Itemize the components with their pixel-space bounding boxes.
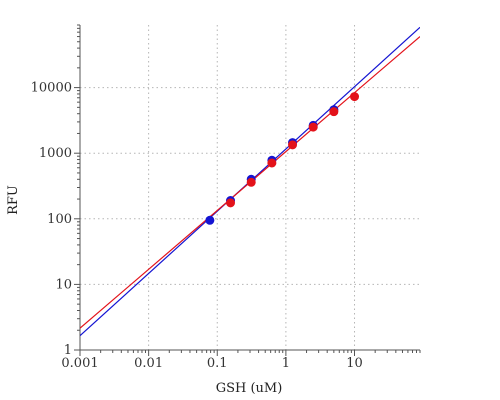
x-tick-label: 0.01	[134, 356, 163, 371]
x-axis-title: GSH (uM)	[216, 381, 283, 396]
data-point-series-2	[246, 177, 256, 187]
data-point-series-2	[308, 122, 318, 132]
data-point-series-1	[205, 215, 215, 225]
axes	[74, 24, 421, 356]
y-axis-title: RFU	[6, 185, 21, 215]
y-tick-label: 10	[55, 277, 72, 292]
data-points	[205, 92, 360, 225]
grid	[80, 25, 420, 350]
y-tick-label: 10000	[31, 81, 72, 96]
y-tick-label: 1000	[39, 146, 72, 161]
x-tick-label: 10	[346, 356, 363, 371]
data-point-series-2	[329, 107, 339, 117]
data-point-series-2	[226, 198, 236, 208]
data-point-series-2	[350, 92, 360, 102]
x-tick-label: 1	[282, 356, 290, 371]
data-point-series-2	[288, 140, 298, 150]
data-point-series-2	[267, 158, 277, 168]
y-tick-label: 1	[64, 343, 72, 358]
y-tick-label: 100	[47, 212, 72, 227]
tick-labels: 0.001 0.01 0.1 1 10 1 10 100 1000 10000	[31, 81, 363, 371]
x-tick-label: 0.001	[61, 356, 98, 371]
x-tick-label: 0.1	[207, 356, 228, 371]
